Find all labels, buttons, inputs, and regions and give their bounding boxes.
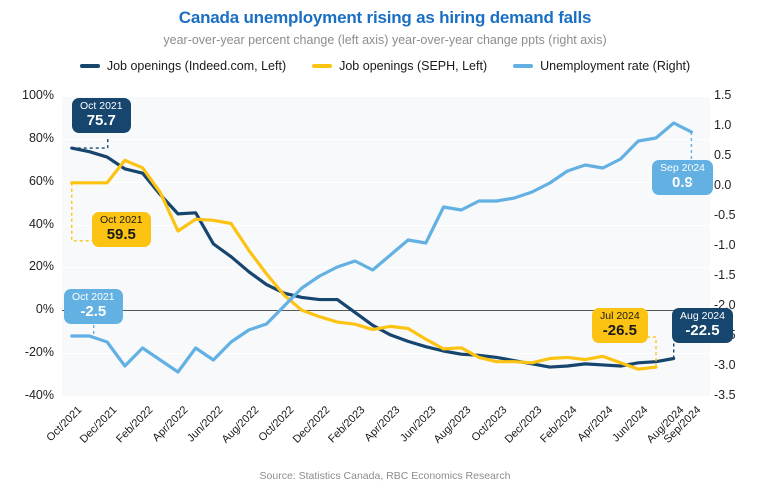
gridline [62, 267, 710, 269]
chart-legend: Job openings (Indeed.com, Left) Job open… [0, 59, 770, 73]
gridline [62, 396, 710, 397]
plot-area [62, 96, 710, 397]
y-tick-left: -40% [24, 388, 54, 402]
y-tick-left: 40% [28, 216, 54, 231]
y-tick-right: 0.5 [714, 148, 732, 162]
zero-line [62, 310, 710, 312]
chart-subtitle: year-over-year percent change (left axis… [163, 33, 607, 47]
callout-date: Oct 2021 [72, 291, 115, 303]
y-tick-left: 0% [35, 302, 54, 317]
callout-seph-jul-2024[interactable]: Jul 2024 -26.5 [592, 308, 648, 343]
y-tick-left: 80% [28, 130, 54, 145]
callout-value: 75.7 [86, 112, 116, 130]
series-line [70, 146, 676, 369]
callout-indeed-oct-2021[interactable]: Oct 2021 75.7 [72, 98, 131, 133]
callout-value: -2.5 [80, 303, 107, 321]
y-tick-left: 20% [28, 259, 54, 274]
callout-unemployment-sep-2024[interactable]: Sep 2024 0.9 [652, 160, 713, 195]
gridline [62, 96, 710, 97]
series-line [70, 158, 658, 371]
source-note: Source: Statistics Canada, RBC Economics… [259, 470, 511, 482]
y-tick-right: -3.5 [714, 388, 736, 402]
callout-unemployment-oct-2021[interactable]: Oct 2021 -2.5 [64, 289, 123, 324]
callout-date: Oct 2021 [80, 100, 123, 112]
gridline [62, 181, 710, 183]
y-tick-left: -20% [24, 345, 54, 360]
legend-label-indeed: Job openings (Indeed.com, Left) [106, 59, 287, 73]
callout-value: -22.5 [685, 322, 720, 340]
line-swatch-icon [79, 64, 100, 68]
legend-label-seph: Job openings (SEPH, Left) [339, 59, 488, 73]
legend-item-indeed[interactable]: Job openings (Indeed.com, Left) [79, 59, 287, 73]
line-swatch-icon [312, 64, 333, 68]
callout-date: Sep 2024 [660, 162, 705, 174]
y-tick-left: 60% [28, 173, 54, 188]
y-tick-right: 1.0 [714, 118, 732, 132]
callout-seph-oct-2021[interactable]: Oct 2021 59.5 [92, 212, 151, 247]
y-tick-right: -1.5 [714, 268, 736, 282]
callout-indeed-aug-2024[interactable]: Aug 2024 -22.5 [672, 308, 733, 343]
y-tick-left: 100% [22, 88, 54, 102]
callout-value: -26.5 [602, 322, 637, 340]
callout-date: Jul 2024 [600, 310, 640, 322]
legend-item-seph[interactable]: Job openings (SEPH, Left) [312, 59, 487, 73]
y-tick-right: -0.5 [714, 208, 736, 222]
callout-value: 0.9 [672, 174, 693, 192]
callout-date: Aug 2024 [680, 310, 725, 322]
y-tick-right: 1.5 [714, 88, 732, 102]
callout-date: Oct 2021 [100, 214, 143, 226]
legend-item-unemployment[interactable]: Unemployment rate (Right) [513, 59, 690, 73]
y-tick-right: -1.0 [714, 238, 736, 252]
callout-value: 59.5 [106, 226, 136, 244]
gridline [62, 353, 710, 355]
line-swatch-icon [513, 64, 534, 68]
series-line [70, 121, 694, 374]
y-tick-right: -3.0 [714, 358, 736, 372]
gridline [62, 224, 710, 226]
chart-title: Canada unemployment rising as hiring dem… [178, 8, 592, 27]
legend-label-unemployment: Unemployment rate (Right) [540, 59, 691, 73]
series-lines [70, 121, 694, 374]
gridline [62, 138, 710, 140]
y-tick-right: 0.0 [714, 178, 732, 192]
